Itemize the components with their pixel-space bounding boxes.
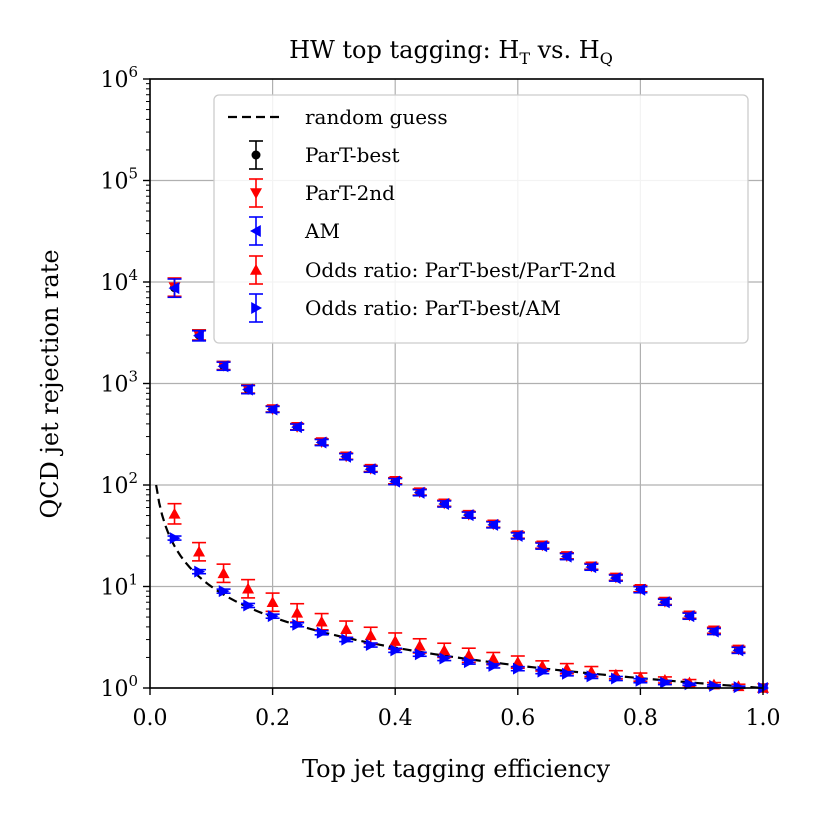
y-tick-label: 102 (100, 469, 138, 499)
data-point (193, 329, 204, 342)
data-point (537, 665, 549, 678)
x-tick-label: 0.8 (623, 706, 658, 731)
data-point (611, 672, 622, 685)
y-tick-label: 103 (100, 368, 138, 398)
data-point (243, 599, 255, 612)
data-point (487, 518, 499, 531)
data-point (364, 629, 377, 641)
y-tick-label: 101 (100, 571, 138, 601)
data-point (488, 659, 500, 672)
y-tick-label: 105 (100, 165, 138, 195)
data-point (683, 610, 695, 623)
data-point (438, 644, 451, 656)
x-tick-label: 0.4 (378, 706, 413, 731)
legend-label-odds-am: Odds ratio: ParT-best/AM (305, 296, 561, 320)
data-point (413, 486, 425, 499)
y-tick-label: 100 (100, 672, 138, 702)
data-point (242, 383, 253, 396)
data-point (536, 540, 548, 553)
legend-marker (250, 188, 262, 199)
data-point (462, 509, 474, 522)
chart-title: HW top tagging: HT vs. HQ (289, 36, 613, 68)
data-point (660, 676, 671, 689)
data-point (194, 565, 206, 578)
data-point (389, 475, 400, 488)
data-point (340, 623, 353, 634)
axis-ticks: 0.0 0.2 0.4 0.6 0.8 1.0 100 101 102 103 104 105 106 (100, 63, 780, 731)
data-point (365, 639, 377, 652)
data-point (266, 403, 278, 416)
data-point (193, 545, 206, 557)
data-point (316, 626, 328, 639)
y-axis-label: QCD jet rejection rate (36, 249, 64, 518)
data-point (315, 615, 328, 627)
series-4 (167, 532, 769, 694)
x-axis-label: Top jet tagging efficiency (302, 755, 610, 783)
data-point (217, 567, 230, 579)
data-point (389, 635, 402, 646)
data-point (315, 436, 327, 449)
data-point (414, 648, 426, 661)
data-point (291, 606, 304, 618)
x-tick-label: 0.0 (133, 706, 168, 731)
random-guess-curve (155, 484, 764, 690)
data-point (169, 532, 181, 545)
data-point (560, 550, 572, 563)
data-point (364, 463, 376, 476)
data-point (733, 681, 745, 694)
data-point (562, 667, 573, 680)
data-point (634, 583, 646, 596)
x-tick-label: 1.0 (746, 706, 781, 731)
data-point (340, 450, 351, 463)
legend-label-part-2nd: ParT-2nd (305, 181, 395, 205)
legend-marker (251, 302, 262, 314)
legend-label-part-best: ParT-best (305, 143, 400, 167)
data-point (168, 282, 180, 295)
data-point (513, 662, 524, 675)
data-point (732, 644, 744, 657)
legend: random guess ParT-best ParT-2nd AM Odds … (213, 94, 749, 344)
data-point (585, 561, 597, 574)
legend-marker (250, 225, 261, 237)
data-point (267, 610, 279, 623)
data-point (707, 625, 719, 638)
x-tick-label: 0.6 (500, 706, 535, 731)
data-point (168, 507, 181, 519)
data-point (266, 596, 279, 608)
data-point (635, 674, 647, 687)
legend-box (213, 94, 749, 344)
data-point (218, 585, 230, 598)
data-point (709, 679, 720, 692)
y-tick-label: 106 (100, 63, 138, 93)
legend-label-am: AM (304, 219, 340, 243)
data-point (463, 656, 475, 669)
legend-marker (251, 150, 261, 160)
data-point (609, 572, 621, 585)
legend-markers (249, 140, 263, 323)
data-point (413, 639, 426, 651)
data-point (511, 529, 523, 542)
data-point (242, 582, 255, 594)
data-point (292, 618, 304, 631)
series-2 (167, 278, 768, 694)
data-point (487, 652, 500, 664)
legend-label-random-guess: random guess (305, 105, 448, 129)
data-point (217, 360, 229, 373)
y-tick-label: 104 (100, 266, 138, 296)
legend-label-odds-part-2nd: Odds ratio: ParT-best/ParT-2nd (305, 258, 616, 282)
data-point (586, 670, 598, 683)
data-point (439, 652, 451, 665)
x-tick-label: 0.2 (255, 706, 290, 731)
data-point (438, 497, 450, 510)
data-point (291, 421, 302, 434)
data-point (658, 596, 670, 609)
legend-marker (250, 264, 262, 275)
random-guess-line (155, 484, 764, 690)
data-point (390, 644, 402, 657)
data-point (341, 633, 353, 646)
